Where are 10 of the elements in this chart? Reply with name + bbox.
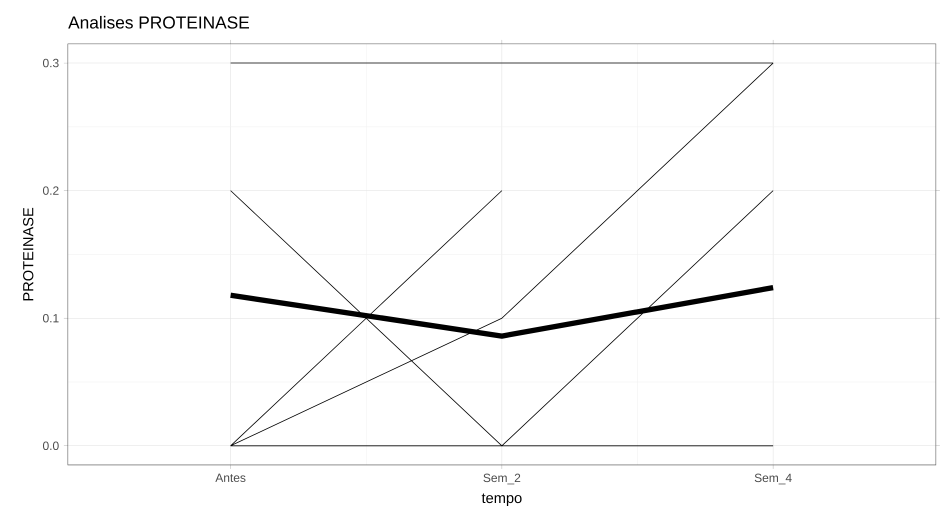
x-axis-title: tempo bbox=[482, 494, 522, 506]
y-tick-label: 0.2 bbox=[42, 186, 59, 195]
x-tick-label: Antes bbox=[215, 474, 246, 482]
y-tick-label: 0.0 bbox=[42, 442, 59, 450]
x-tick-label: Sem_4 bbox=[754, 474, 792, 484]
x-tick-label: Sem_2 bbox=[483, 474, 520, 484]
chart-title: Analises PROTEINASE bbox=[68, 16, 249, 29]
y-tick-label: 0.3 bbox=[42, 58, 59, 68]
y-tick-label: 0.1 bbox=[42, 314, 59, 323]
y-axis-title: PROTEINASE bbox=[23, 208, 34, 300]
